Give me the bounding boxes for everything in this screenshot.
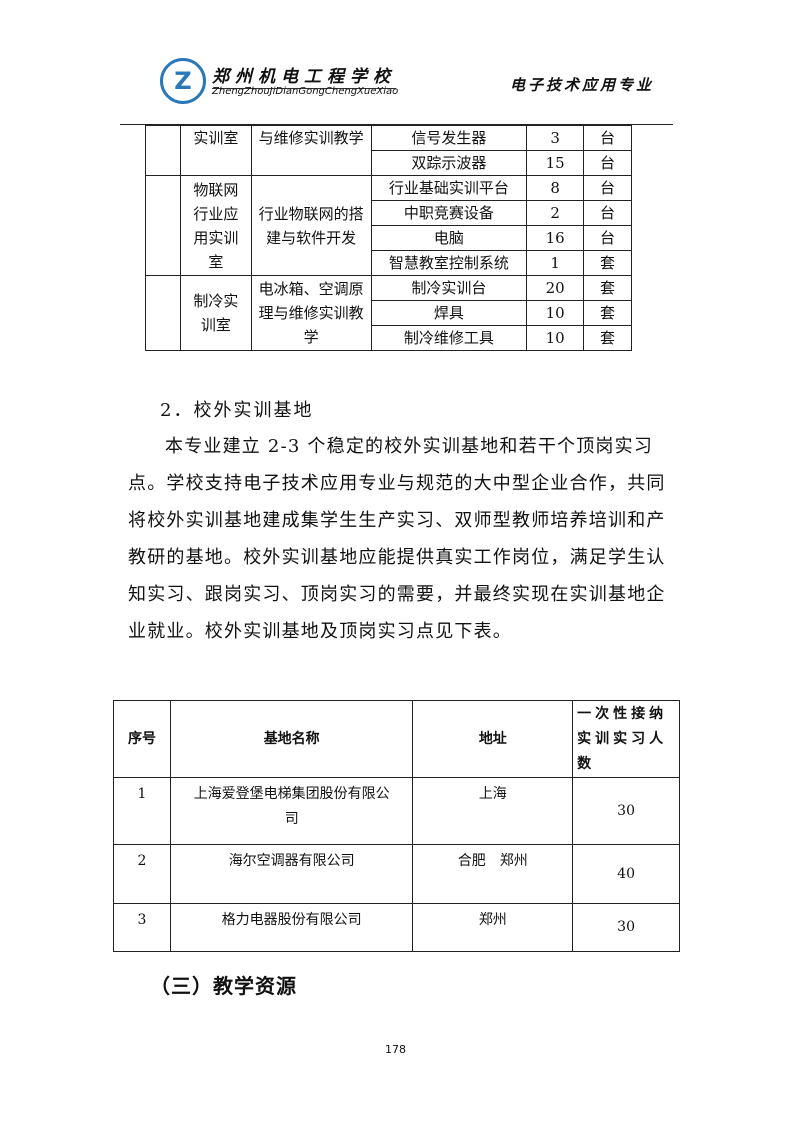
table-row: 3 格力电器股份有限公司 郑州 30 [113, 903, 680, 952]
capacity-cell: 40 [572, 844, 680, 904]
header-cell: 一次性接纳实训实习人数 [572, 700, 680, 778]
table-row: 智慧教室控制系统 1 套 [146, 250, 632, 276]
quantity-cell: 3 [526, 125, 585, 151]
quantity-cell: 16 [526, 225, 585, 251]
quantity-cell: 10 [526, 300, 585, 326]
unit-cell: 套 [583, 250, 632, 276]
index-cell: 2 [113, 844, 171, 904]
table-row: 物联网行业应用实训室 行业物联网的搭建与软件开发 行业基础实训平台 8 台 [145, 175, 632, 276]
equipment-name-cell: 焊具 [370, 300, 528, 326]
header-cell: 地址 [412, 700, 574, 778]
major-title: 电子技术应用专业 [510, 76, 655, 94]
header-cell: 基地名称 [169, 700, 414, 778]
table-row: 2 海尔空调器有限公司 合肥 郑州 40 [113, 844, 680, 904]
quantity-cell: 2 [526, 200, 585, 226]
unit-cell: 台 [583, 225, 632, 251]
paragraph-line: 本专业建立 2-3 个稳定的校外实训基地和若干个顶岗实习 [165, 436, 654, 457]
table-row: 实训室 与维修实训教学 信号发生器 3 台 [145, 125, 632, 176]
table-row: 焊具 10 套 [146, 300, 632, 326]
content-cell: 行业物联网的搭建与软件开发 [250, 175, 372, 276]
quantity-cell: 1 [526, 250, 585, 276]
equipment-table: 实训室 与维修实训教学 信号发生器 3 台双踪示波器 15 台物联网行业应用实训室 行业物联网… [145, 125, 632, 351]
content-cell: 电冰箱、空调原理与维修实训教学 [250, 275, 372, 351]
header-rule [120, 124, 673, 125]
unit-cell: 台 [583, 125, 632, 151]
base-name-cell: 海尔空调器有限公司 [169, 844, 414, 904]
equipment-name-cell: 中职竞赛设备 [370, 200, 528, 226]
table-row: 1 上海爱登堡电梯集团股份有限公司 上海 30 [113, 777, 680, 845]
section-heading: 2．校外实训基地 [160, 400, 314, 421]
table-row: 电脑 16 台 [146, 225, 632, 251]
room-cell: 实训室 [179, 125, 252, 176]
page-number: 178 [385, 1043, 406, 1056]
unit-cell: 台 [583, 150, 632, 176]
quantity-cell: 8 [526, 175, 585, 201]
blank-cell [145, 125, 181, 176]
training-base-table: 序号 基地名称 地址 一次性接纳实训实习人数 1 上海爱登堡电梯集团股份有限公司上… [113, 700, 680, 952]
table-row: 双踪示波器 15 台 [146, 150, 632, 176]
room-cell: 物联网行业应用实训室 [179, 175, 252, 276]
quantity-cell: 20 [526, 275, 585, 301]
unit-cell: 台 [583, 200, 632, 226]
header-cell: 序号 [113, 700, 171, 778]
quantity-cell: 10 [526, 325, 585, 351]
paragraph-line: 点。学校支持电子技术应用专业与规范的大中型企业合作，共同 [128, 473, 666, 494]
equipment-name-cell: 行业基础实训平台 [370, 175, 528, 201]
paragraph-line: 知实习、跟岗实习、顶岗实习的需要，并最终实现在实训基地企 [128, 584, 666, 605]
index-cell: 1 [113, 777, 171, 845]
table-row: 制冷维修工具 10 套 [146, 325, 632, 351]
base-name-cell: 格力电器股份有限公司 [169, 903, 414, 952]
address-cell: 郑州 [412, 903, 574, 952]
unit-cell: 台 [583, 175, 632, 201]
address-cell: 上海 [412, 777, 574, 845]
quantity-cell: 15 [526, 150, 585, 176]
equipment-name-cell: 制冷实训台 [370, 275, 528, 301]
capacity-cell: 30 [572, 777, 680, 845]
unit-cell: 套 [583, 275, 632, 301]
section-heading: （三）教学资源 [150, 974, 297, 998]
address-cell: 合肥 郑州 [412, 844, 574, 904]
table-row: 制冷实训室 电冰箱、空调原理与维修实训教学 制冷实训台 20 套 [145, 275, 632, 351]
content-cell: 与维修实训教学 [250, 125, 372, 176]
table-header-row: 序号 基地名称 地址 一次性接纳实训实习人数 [113, 700, 680, 778]
room-cell: 制冷实训室 [179, 275, 252, 351]
school-name-cn: 郑州机电工程学校 [212, 62, 396, 89]
table-row: 中职竞赛设备 2 台 [146, 200, 632, 226]
equipment-name-cell: 双踪示波器 [370, 150, 528, 176]
paragraph-line: 业就业。校外实训基地及顶岗实习点见下表。 [128, 621, 512, 642]
equipment-name-cell: 电脑 [370, 225, 528, 251]
capacity-cell: 30 [572, 903, 680, 952]
equipment-name-cell: 制冷维修工具 [370, 325, 528, 351]
paragraph-line: 教研的基地。校外实训基地应能提供真实工作岗位，满足学生认 [128, 547, 666, 568]
unit-cell: 套 [583, 325, 632, 351]
paragraph-line: 将校外实训基地建成集学生生产实习、双师型教师培养培训和产 [128, 510, 666, 531]
equipment-name-cell: 信号发生器 [370, 125, 528, 151]
blank-cell [145, 275, 181, 351]
index-cell: 3 [113, 903, 171, 952]
unit-cell: 套 [583, 300, 632, 326]
blank-cell [145, 175, 181, 276]
school-name-en: ZhengZhouJiDianGongChengXueXiao [212, 86, 399, 97]
school-logo-icon: Z [160, 58, 206, 104]
base-name-cell: 上海爱登堡电梯集团股份有限公司 [169, 777, 414, 845]
equipment-name-cell: 智慧教室控制系统 [370, 250, 528, 276]
